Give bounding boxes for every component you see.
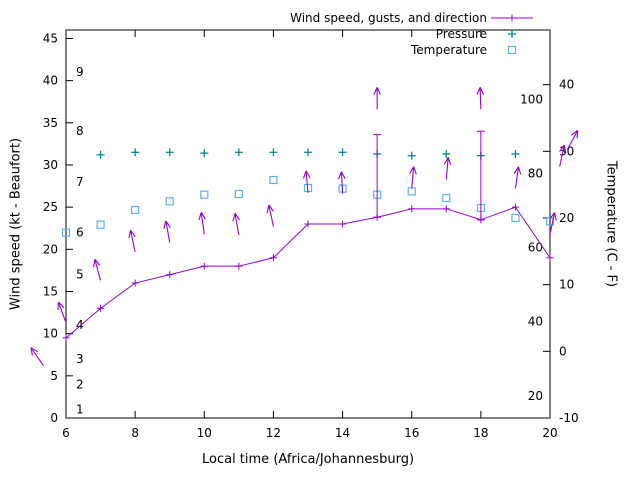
y-right-tick-label: 40 (559, 78, 574, 92)
y-axis-title-right: Temperature (C - F) (603, 160, 619, 288)
x-tick-label: 16 (404, 426, 419, 440)
y-right-tick-label: 10 (559, 278, 574, 292)
y-left-tick-label: 20 (43, 242, 58, 256)
beaufort-label: 8 (76, 124, 84, 138)
fahrenheit-label: 80 (528, 167, 543, 181)
x-tick-label: 12 (266, 426, 281, 440)
y-axis-title-left: Wind speed (kt - Beaufort) (8, 137, 24, 311)
legend-item-wind: Wind speed, gusts, and direction (290, 10, 487, 26)
y-left-tick-label: 10 (43, 327, 58, 341)
legend-marker-samples (491, 14, 533, 55)
beaufort-label: 7 (76, 175, 84, 189)
y-right-tick-label: 30 (559, 144, 574, 158)
wind-direction-arrows (30, 87, 579, 367)
y-left-ticks: 0 5 10 15 20 25 30 35 40 45 (43, 31, 73, 425)
beaufort-label: 3 (76, 352, 84, 366)
y-right-ticks: -10 0 10 20 30 40 (543, 78, 579, 425)
x-tick-label: 14 (335, 426, 350, 440)
y-right-tick-label: -10 (559, 411, 579, 425)
beaufort-label: 9 (76, 65, 84, 79)
x-tick-label: 20 (542, 426, 557, 440)
legend-label-wind: Wind speed, gusts, and direction (290, 11, 487, 25)
beaufort-label: 5 (76, 268, 84, 282)
x-axis-ticks: 6 8 10 12 14 16 18 20 (62, 30, 558, 440)
x-tick-label: 10 (197, 426, 212, 440)
y-right-tick-label: 0 (559, 344, 567, 358)
y-left-tick-label: 35 (43, 116, 58, 130)
chart-legend: Wind speed, gusts, and direction Pressur… (290, 10, 487, 58)
legend-item-pressure: Pressure (290, 26, 487, 42)
legend-label-pressure: Pressure (435, 27, 487, 41)
legend-label-temperature: Temperature (410, 43, 487, 57)
beaufort-label: 4 (76, 318, 84, 332)
series-pressure (96, 148, 520, 160)
beaufort-label: 6 (76, 225, 84, 239)
y-left-tick-label: 30 (43, 158, 58, 172)
beaufort-label: 1 (76, 403, 84, 417)
plot-border (65, 29, 551, 419)
series-wind-gusts (373, 130, 485, 221)
x-axis-title: Local time (Africa/Johannesburg) (201, 452, 415, 467)
y-left-tick-label: 45 (43, 31, 58, 45)
fahrenheit-labels: 20 40 60 80 100 (520, 92, 543, 402)
y-left-tick-label: 15 (43, 284, 58, 298)
x-tick-label: 8 (131, 426, 139, 440)
beaufort-label: 2 (76, 377, 84, 391)
y-left-tick-label: 0 (50, 411, 58, 425)
fahrenheit-label: 40 (528, 315, 543, 329)
y-right-tick-label: 20 (559, 211, 574, 225)
fahrenheit-label: 20 (528, 389, 543, 403)
legend-item-temperature: Temperature (290, 42, 487, 58)
y-left-tick-label: 25 (43, 200, 58, 214)
beaufort-labels: 1 2 3 4 5 6 7 8 9 (76, 65, 84, 416)
y-left-tick-label: 40 (43, 74, 58, 88)
y-left-tick-label: 5 (50, 369, 58, 383)
fahrenheit-label: 100 (520, 92, 543, 106)
series-wind-speed (62, 203, 554, 342)
x-tick-label: 18 (473, 426, 488, 440)
fahrenheit-label: 60 (528, 241, 543, 255)
x-tick-label: 6 (62, 426, 70, 440)
